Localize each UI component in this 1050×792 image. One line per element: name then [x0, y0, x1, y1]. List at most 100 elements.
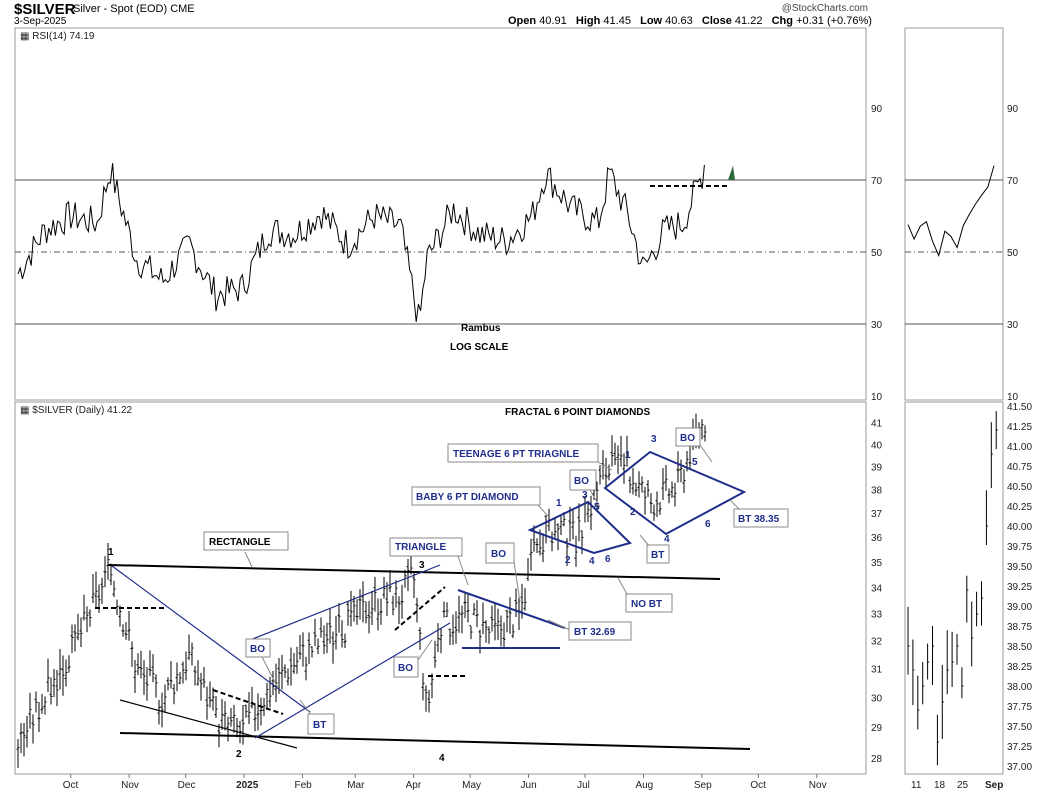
- teen-4: 4: [664, 534, 670, 545]
- price-ytick: 38: [871, 485, 883, 496]
- teen-1: 1: [625, 450, 631, 461]
- price-ytick: 30: [871, 693, 883, 704]
- rsi-line: [17, 163, 705, 322]
- inset-ytick: 41.50: [1007, 402, 1032, 413]
- inset-ytick: 37.00: [1007, 762, 1032, 773]
- teenage-label: TEENAGE 6 PT TRIAGNLE: [453, 449, 579, 460]
- price-ytick: 32: [871, 637, 883, 648]
- teenage-callout: TEENAGE 6 PT TRIAGNLE: [447, 443, 613, 471]
- high-value: 41.45: [603, 15, 631, 27]
- inset-ytick: 37.75: [1007, 702, 1032, 713]
- chg-value: +0.31 (+0.76%): [796, 15, 872, 27]
- price-ytick: 34: [871, 583, 883, 594]
- inset-ytick: 39.25: [1007, 582, 1032, 593]
- baby-callout: BABY 6 PT DIAMOND: [411, 486, 549, 517]
- x-tick-label: Dec: [178, 780, 196, 791]
- teen-2: 2: [630, 507, 636, 518]
- inset-ytick: 38.00: [1007, 682, 1032, 693]
- inset-xtick: 11: [911, 780, 922, 791]
- inset-layer: 37.00 37.25 37.50 37.75 38.00 38.25 38.50 38.75…: [907, 402, 1032, 791]
- pivot-1: 1: [108, 547, 114, 558]
- low-label: Low: [640, 15, 663, 27]
- x-tick-label: Apr: [406, 780, 422, 791]
- x-tick-label: Mar: [347, 780, 365, 791]
- x-tick-label: Sep: [694, 780, 712, 791]
- teenage-diamond: [603, 450, 747, 536]
- inset-ytick: 39.75: [1007, 542, 1032, 553]
- inset-ytick: 41.00: [1007, 442, 1032, 453]
- x-tick-label: Nov: [121, 780, 139, 791]
- inset-rsi-ytick: 10: [1007, 392, 1019, 403]
- bo-label-1: BO: [250, 644, 265, 655]
- teen-3: 3: [651, 434, 657, 445]
- x-tick-label: Nov: [809, 780, 827, 791]
- inset-rsi-ytick: 50: [1007, 248, 1019, 259]
- x-tick-label: 2025: [236, 780, 259, 791]
- baby-2: 2: [565, 555, 571, 566]
- rsi-label-text: RSI(14) 74.19: [32, 31, 95, 42]
- inset-rsi-ytick: 30: [1007, 320, 1019, 331]
- rsi-panel-frame: [14, 27, 867, 401]
- inset-ytick: 38.75: [1007, 622, 1032, 633]
- bo-label-3: BO: [491, 549, 506, 560]
- dashed-line-3: [394, 586, 446, 631]
- price-ytick: 39: [871, 463, 883, 474]
- open-value: 40.91: [539, 15, 567, 27]
- instrument-description: Silver - Spot (EOD) CME: [73, 3, 195, 15]
- baby-1: 1: [556, 498, 562, 509]
- price-ytick: 41: [871, 419, 883, 430]
- rectangle-top-line: [107, 564, 721, 580]
- price-ytick: 40: [871, 440, 883, 451]
- rectangle-label: RECTANGLE: [209, 537, 271, 548]
- x-tick-label: Oct: [63, 780, 79, 791]
- high-label: High: [575, 15, 601, 27]
- teen-5: 5: [692, 457, 698, 468]
- x-tick-label: Jul: [577, 780, 590, 791]
- watermark: @StockCharts.com: [781, 3, 868, 14]
- triangle-upper-line: [249, 564, 441, 641]
- baby-3: 3: [582, 490, 588, 501]
- inset-ytick: 41.25: [1007, 422, 1032, 433]
- open-label: Open: [508, 15, 537, 27]
- ticker-symbol: $SILVER: [14, 1, 76, 18]
- baby-4: 4: [589, 556, 595, 567]
- rectangle-callout: RECTANGLE: [203, 531, 289, 568]
- inset-xtick: 25: [957, 780, 969, 791]
- baby-diamond: [527, 500, 632, 555]
- inset-ytick: 38.50: [1007, 642, 1032, 653]
- rsi-ytick: 70: [871, 176, 883, 187]
- small-triangle-top: [457, 589, 566, 629]
- bt-3269-label: BT 32.69: [574, 627, 616, 638]
- exchange-text: CME: [170, 3, 195, 15]
- pivot-2: 2: [236, 749, 242, 760]
- inset-ytick: 40.50: [1007, 482, 1032, 493]
- rsi-label: ▦ RSI(14) 74.19: [20, 31, 95, 42]
- price-ytick: 31: [871, 665, 883, 676]
- description-text: Silver - Spot (EOD): [73, 3, 168, 15]
- inset-ytick: 40.00: [1007, 522, 1032, 533]
- bo-label-4: BO: [574, 476, 589, 487]
- bt-3269-callout: BT 32.69: [547, 619, 632, 641]
- inset-ytick: 40.25: [1007, 502, 1032, 513]
- ohlc-readout: Open 40.91 High 41.45 Low 40.63 Close 41…: [508, 15, 872, 27]
- price-ytick: 33: [871, 610, 883, 621]
- inset-ytick: 40.75: [1007, 462, 1032, 473]
- bo-callout-2: BO: [393, 639, 433, 678]
- close-label: Close: [701, 15, 732, 27]
- chart-date: 3-Sep-2025: [14, 16, 67, 27]
- inset-xtick: Sep: [985, 780, 1003, 791]
- baby-5: 5: [594, 502, 600, 513]
- dashed-line-2: [212, 689, 284, 715]
- inset-ytick: 39.50: [1007, 562, 1032, 573]
- x-tick-label: Feb: [294, 780, 312, 791]
- bt-callout-2: BT: [639, 534, 670, 564]
- author-note: Rambus: [461, 323, 501, 334]
- baby-6: 6: [605, 554, 611, 565]
- triangle-callout: TRIANGLE: [389, 537, 469, 586]
- chart-header: $SILVER Silver - Spot (EOD) CME 3-Sep-20…: [0, 0, 1050, 30]
- triangle-lower-line: [254, 622, 451, 739]
- bo-callout-4: BO: [569, 469, 601, 508]
- x-tick-label: Jun: [521, 780, 537, 791]
- price-panel-frame: [14, 401, 867, 775]
